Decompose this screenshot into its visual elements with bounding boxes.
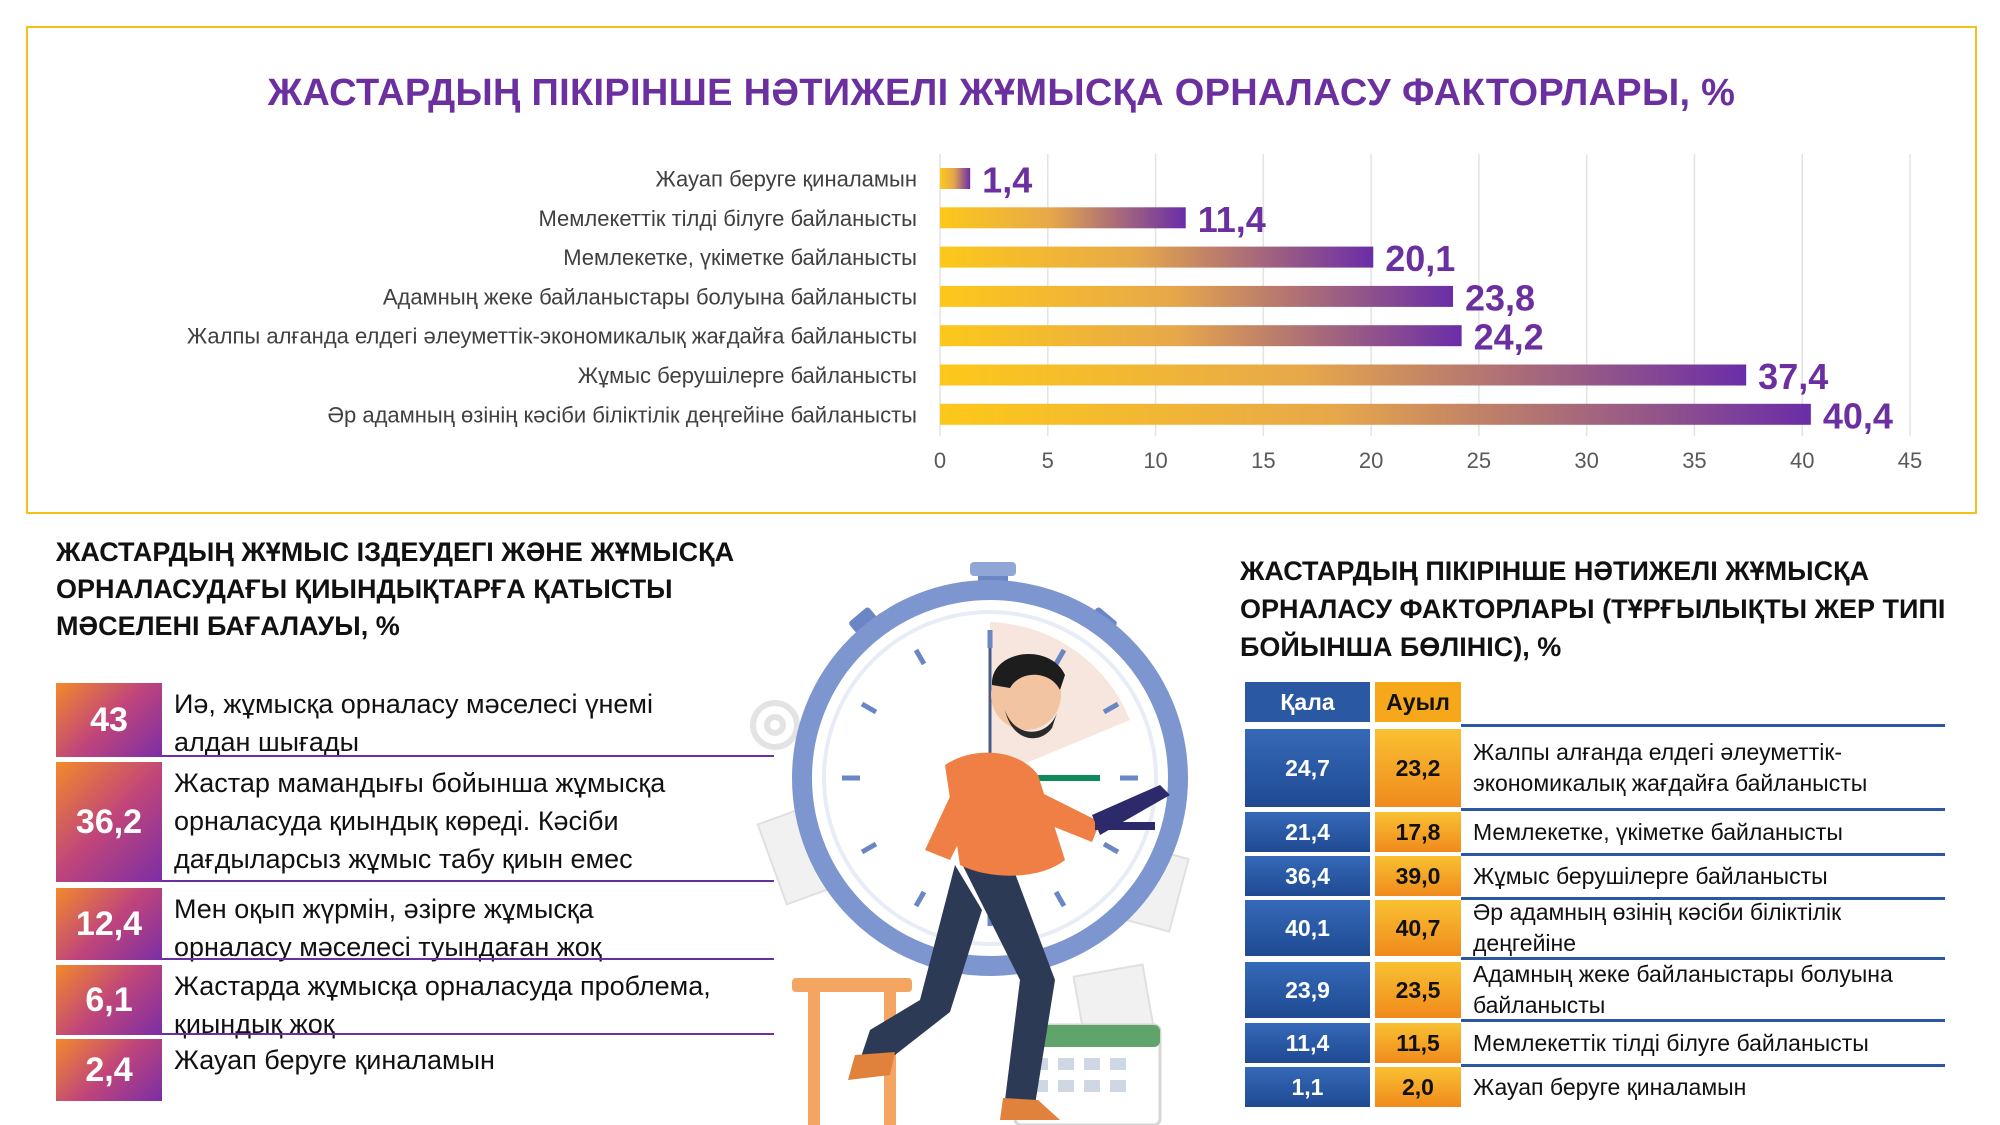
- chart-title: ЖАСТАРДЫҢ ПІКІРІНШЕ НӘТИЖЕЛІ ЖҰМЫСҚА ОРН…: [267, 72, 1736, 114]
- x-tick-label: 5: [1042, 448, 1054, 473]
- category-label: Жұмыс берушілерге байланысты: [578, 363, 917, 388]
- bar-value-label: 24,2: [1474, 317, 1544, 358]
- value-badge: 36,2: [56, 762, 162, 882]
- x-tick-label: 25: [1467, 448, 1491, 473]
- village-value-cell: 40,7: [1375, 900, 1461, 956]
- x-tick-label: 45: [1898, 448, 1922, 473]
- factor-label: Жалпы алғанда елдегі әлеуметтік-экономик…: [1473, 739, 1868, 796]
- category-label: Адамның жеке байланыстары болуына байлан…: [383, 284, 917, 309]
- row-divider: [162, 1033, 774, 1035]
- difficulty-row: 2,4 Жауап беруге қиналамын: [56, 1039, 716, 1101]
- difficulty-text: Мен оқып жүрмін, әзірге жұмысқа орналасу…: [174, 894, 602, 962]
- table-divider: [1461, 853, 1945, 856]
- factor-label: Әр адамның өзінің кәсіби біліктілік деңг…: [1473, 899, 1842, 956]
- table-divider: [1461, 957, 1945, 960]
- value-badge: 12,4: [56, 888, 162, 960]
- table-divider: [1461, 1019, 1945, 1022]
- factor-label: Мемлекетке, үкіметке байланысты: [1473, 818, 1843, 845]
- village-value-cell: 17,8: [1375, 812, 1461, 852]
- category-label: Әр адамның өзінің кәсіби біліктілік деңг…: [327, 402, 917, 427]
- row-divider: [162, 880, 774, 882]
- bar-chart: 0 5 10 15 20 25 30 35 40 45 Жауап беруге қиналамын…: [187, 154, 1922, 473]
- gear-icon: [750, 700, 800, 750]
- city-value-cell: 36,4: [1245, 856, 1370, 896]
- city-value-cell: 21,4: [1245, 812, 1370, 852]
- bar: [940, 364, 1747, 386]
- village-value-cell: 39,0: [1375, 856, 1461, 896]
- difficulty-row: 6,1 Жастарда жұмысқа орналасуда проблема,…: [56, 965, 774, 1039]
- x-tick-label: 10: [1143, 448, 1167, 473]
- difficulty-text: Жастар мамандығы бойынша жұмысқа орналас…: [174, 768, 666, 874]
- difficulty-row: 36,2 Жастар мамандығы бойынша жұмысқа орн…: [56, 762, 774, 882]
- value-badge: 43: [56, 683, 162, 757]
- bar-value-label: 11,4: [1198, 199, 1266, 240]
- city-value-cell: 24,7: [1245, 729, 1370, 807]
- column-header-village: Ауыл: [1375, 682, 1461, 722]
- bar-value-label: 1,4: [982, 160, 1032, 201]
- bar: [940, 207, 1186, 229]
- x-tick-label: 20: [1359, 448, 1383, 473]
- row-divider: [162, 755, 774, 757]
- category-label: Жауап беруге қиналамын: [656, 167, 918, 192]
- category-label: Мемлекетке, үкіметке байланысты: [563, 245, 917, 270]
- bar-value-label: 37,4: [1758, 356, 1828, 397]
- difficulty-section-title: ЖАСТАРДЫҢ ЖҰМЫС ІЗДЕУДЕГІ ЖӘНЕ ЖҰМЫСҚА О…: [56, 537, 735, 641]
- village-value-cell: 11,5: [1375, 1023, 1461, 1063]
- village-value-cell: 2,0: [1375, 1067, 1461, 1107]
- calendar-icon: [1013, 1023, 1162, 1125]
- x-tick-label: 0: [934, 448, 946, 473]
- factor-label: Мемлекеттік тілді білуге байланысты: [1473, 1029, 1869, 1056]
- bar-chart-panel: ЖАСТАРДЫҢ ПІКІРІНШЕ НӘТИЖЕЛІ ЖҰМЫСҚА ОРН…: [26, 26, 1977, 514]
- factor-label: Жұмыс берушілерге байланысты: [1473, 862, 1828, 889]
- difficulty-row: 43 Иә, жұмысқа орналасу мәселесі үнемі ал…: [56, 683, 774, 757]
- category-label: Мемлекеттік тілді білуге байланысты: [538, 206, 917, 231]
- table-divider: [1461, 724, 1945, 727]
- difficulty-text: Жастарда жұмысқа орналасуда проблема, қи…: [174, 971, 711, 1039]
- value-badge: 6,1: [56, 965, 162, 1035]
- village-value-cell: 23,2: [1375, 729, 1461, 807]
- bar: [940, 246, 1374, 268]
- bar: [940, 325, 1462, 347]
- city-value-cell: 40,1: [1245, 900, 1370, 956]
- difficulty-text: Иә, жұмысқа орналасу мәселесі үнемі алда…: [174, 689, 653, 757]
- bar-value-label: 40,4: [1823, 395, 1893, 436]
- row-divider: [162, 958, 774, 960]
- bar: [940, 285, 1454, 307]
- residence-section-title: ЖАСТАРДЫҢ ПІКІРІНШЕ НӘТИЖЕЛІ ЖҰМЫСҚА ОРН…: [1240, 556, 1946, 662]
- value-badge: 2,4: [56, 1039, 162, 1101]
- city-value-cell: 11,4: [1245, 1023, 1370, 1063]
- bar: [940, 403, 1811, 425]
- difficulty-text: Жауап беруге қиналамын: [174, 1045, 495, 1075]
- bar-value-label: 20,1: [1385, 238, 1455, 279]
- running-man-clock-illustration: [750, 562, 1190, 1125]
- bar: [940, 168, 971, 189]
- village-value-cell: 23,5: [1375, 962, 1461, 1018]
- city-value-cell: 1,1: [1245, 1067, 1370, 1107]
- x-tick-label: 15: [1251, 448, 1275, 473]
- x-tick-label: 35: [1682, 448, 1706, 473]
- table-divider: [1461, 897, 1945, 900]
- running-man-figure: [848, 654, 1170, 1120]
- column-header-city: Қала: [1245, 682, 1370, 722]
- factor-label: Жауап беруге қиналамын: [1473, 1073, 1747, 1100]
- city-value-cell: 23,9: [1245, 962, 1370, 1018]
- table-divider: [1461, 808, 1945, 811]
- difficulty-row: 12,4 Мен оқып жүрмін, әзірге жұмысқа орна…: [56, 888, 774, 962]
- x-tick-label: 40: [1790, 448, 1814, 473]
- category-label: Жалпы алғанда елдегі әлеуметтік-экономик…: [187, 324, 917, 349]
- bar-value-label: 23,8: [1465, 277, 1535, 318]
- factor-label: Адамның жеке байланыстары болуына байлан…: [1473, 961, 1893, 1018]
- x-tick-label: 30: [1574, 448, 1598, 473]
- table-divider: [1461, 1064, 1945, 1067]
